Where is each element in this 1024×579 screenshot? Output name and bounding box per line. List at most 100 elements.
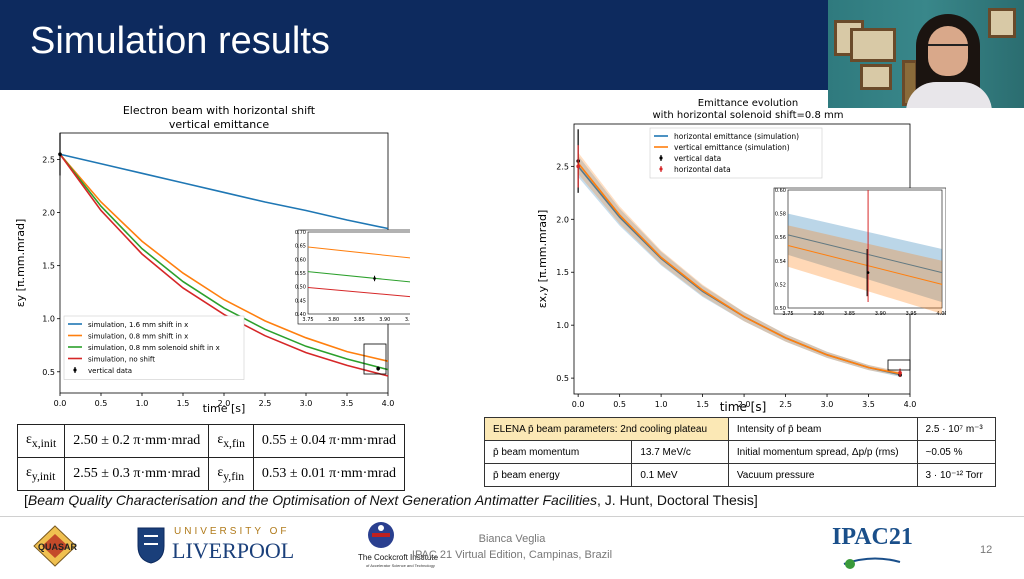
data-point	[898, 371, 902, 375]
inset-data-point	[373, 277, 376, 280]
x-axis-label: time [s]	[203, 402, 246, 415]
table-cell-label: εx,init	[16, 424, 66, 458]
inset-y-tick-label: 0.45	[295, 298, 306, 304]
table-row: εx,init 2.50 ± 0.2 π·mm·mrad εx,fin 0.55…	[16, 424, 406, 458]
person-shirt	[906, 82, 992, 108]
table-cell: Intensity of p̄ beam	[727, 417, 918, 441]
inset-y-tick-label: 0.50	[775, 306, 786, 312]
y-tick-label: 1.5	[556, 268, 569, 277]
series-line	[59, 153, 389, 362]
y-tick-label: 0.5	[556, 374, 569, 383]
wall-picture	[988, 8, 1016, 38]
liverpool-crest-icon	[137, 527, 165, 564]
elena-parameters-table: ELENA p̄ beam parameters: 2nd cooling pl…	[483, 417, 997, 487]
table-header-cell: ELENA p̄ beam parameters: 2nd cooling pl…	[484, 417, 729, 441]
table-cell-value: 2.50 ± 0.2 π·mm·mrad	[64, 424, 210, 458]
inset-line	[307, 271, 410, 283]
quasar-logo-text: QUASAR	[38, 542, 78, 552]
inset-x-tick-label: 3.95	[906, 311, 917, 317]
inset-data-point	[866, 271, 870, 274]
legend-label: vertical data	[674, 154, 721, 163]
x-tick-label: 3.5	[341, 399, 354, 408]
chart-title-line1: Electron beam with horizontal shift	[123, 104, 316, 117]
series-line	[59, 153, 389, 377]
x-tick-label: 0.0	[54, 399, 67, 408]
footer-event: IPAC 21 Virtual Edition, Campinas, Brazi…	[411, 549, 613, 561]
x-tick-label: 2.0	[738, 400, 751, 409]
x-tick-label: 1.0	[655, 400, 668, 409]
legend-box	[649, 127, 823, 179]
chart-title-line2: with horizontal solenoid shift=0.8 mm	[652, 110, 843, 121]
table-cell: ~0.05 %	[916, 440, 997, 464]
zoom-box	[363, 343, 387, 375]
inset-x-tick-label: 3.95	[405, 317, 410, 323]
table-cell: Initial momentum spread, Δp/p (rms)	[727, 440, 918, 464]
x-tick-label: 2.0	[218, 399, 231, 408]
table-row: ELENA p̄ beam parameters: 2nd cooling pl…	[484, 417, 997, 441]
cockcroft-logo: The Cockcroft Institute of Accelerator S…	[358, 520, 458, 572]
inset-x-tick-label: 3.90	[379, 317, 390, 323]
ipac-logo: IPAC21	[832, 524, 932, 570]
table-cell-label: εy,fin	[208, 457, 254, 491]
x-tick-label: 2.5	[779, 400, 792, 409]
inset-y-tick-label: 0.56	[775, 235, 786, 241]
x-tick-label: 4.0	[382, 399, 395, 408]
series-line	[59, 153, 389, 230]
y-tick-label: 1.5	[42, 262, 55, 271]
data-point	[376, 366, 380, 371]
x-tick-label: 1.5	[696, 400, 709, 409]
inset-y-tick-label: 0.70	[295, 230, 306, 236]
y-axis-label: εy [π.mm.mrad]	[14, 219, 27, 308]
legend-marker	[659, 156, 663, 160]
table-cell-label: εy,init	[16, 457, 66, 491]
x-tick-label: 0.5	[95, 399, 108, 408]
inset-x-tick-label: 3.85	[354, 317, 365, 323]
inset-y-tick-label: 0.54	[775, 259, 786, 265]
inset-x-tick-label: 3.85	[844, 311, 855, 317]
footer-author: Bianca Veglia	[478, 533, 546, 545]
series-line	[577, 162, 902, 375]
citation: [Beam Quality Characterisation and the O…	[24, 492, 758, 508]
y-axis-label: εx,y [π.mm.mrad]	[536, 210, 549, 309]
data-point	[58, 152, 62, 157]
table-cell: Vacuum pressure	[727, 463, 918, 487]
page-number: 12	[980, 544, 993, 556]
inset-x-tick-label: 4.00	[936, 311, 946, 317]
legend-label: simulation, no shift	[88, 356, 155, 364]
x-tick-label: 0.0	[572, 400, 585, 409]
zoom-box	[887, 359, 911, 371]
table-cell: 13.7 MeV/c	[631, 440, 729, 464]
x-tick-label: 1.5	[177, 399, 190, 408]
legend-box	[63, 315, 245, 380]
table-cell: 3 · 10⁻¹² Torr	[916, 463, 997, 487]
chart-title-line2: vertical emittance	[169, 118, 269, 131]
inset-x-tick-label: 3.90	[875, 311, 886, 317]
cockcroft-logo-sub: of Accelerator Science and Technology	[366, 563, 435, 568]
person-face	[928, 26, 968, 76]
right-chart: Emittance evolution with horizontal sole…	[536, 98, 946, 414]
emittance-table: εx,init 2.50 ± 0.2 π·mm·mrad εx,fin 0.55…	[16, 424, 406, 491]
liverpool-logo-top: UNIVERSITY OF	[174, 526, 290, 537]
legend-marker	[73, 368, 77, 372]
quasar-logo: QUASAR	[28, 524, 82, 568]
table-cell-value: 0.55 ± 0.04 π·mm·mrad	[252, 424, 406, 458]
inset-y-tick-label: 0.58	[775, 212, 786, 218]
inset-y-tick-label: 0.55	[295, 271, 306, 277]
table-cell: p̄ beam momentum	[483, 440, 633, 464]
inset-y-tick-label: 0.60	[775, 188, 786, 194]
y-tick-label: 2.5	[42, 156, 55, 165]
x-tick-label: 1.0	[136, 399, 149, 408]
person-glasses	[928, 44, 968, 54]
ipac-logo-text: IPAC21	[832, 524, 913, 550]
x-tick-label: 2.5	[259, 399, 272, 408]
inset-line	[307, 286, 410, 298]
table-cell: 0.1 MeV	[631, 463, 729, 487]
table-row: p̄ beam momentum 13.7 MeV/c Initial mome…	[483, 440, 997, 464]
slide-title: Simulation results	[30, 20, 330, 62]
y-tick-label: 2.5	[556, 162, 569, 171]
webcam-video	[828, 0, 1024, 108]
legend-label: horizontal data	[674, 165, 731, 174]
x-tick-label: 3.0	[821, 400, 834, 409]
y-tick-label: 0.5	[42, 368, 55, 377]
inset-y-tick-label: 0.60	[295, 257, 306, 263]
